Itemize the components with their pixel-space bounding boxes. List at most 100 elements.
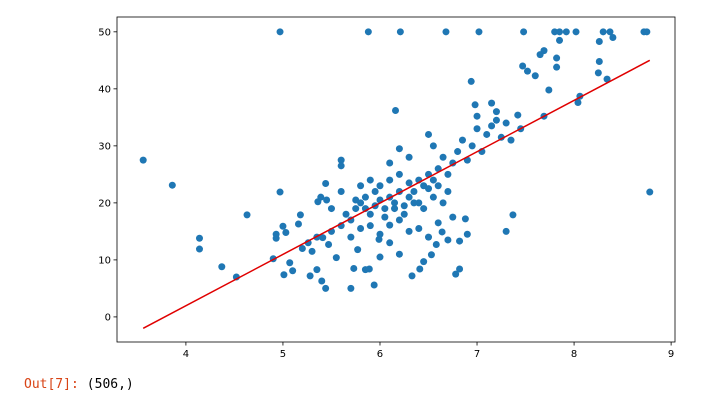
point (313, 266, 321, 274)
point (509, 211, 517, 219)
point (483, 130, 491, 138)
point (456, 265, 464, 273)
point (365, 265, 373, 273)
point (286, 259, 294, 267)
point (572, 28, 580, 36)
point (594, 69, 602, 77)
point (442, 28, 450, 36)
output-prompt: Out[7]: (24, 377, 79, 392)
point (276, 28, 284, 36)
point (449, 213, 457, 221)
point (168, 181, 176, 189)
point (371, 187, 379, 195)
point (520, 28, 528, 36)
point (502, 227, 510, 235)
point (553, 63, 561, 71)
point (395, 250, 403, 258)
point (595, 38, 603, 46)
point (294, 220, 302, 228)
point (381, 213, 389, 221)
point (444, 236, 452, 244)
point (488, 122, 496, 130)
point (425, 130, 433, 138)
point (386, 239, 394, 247)
point (405, 179, 413, 187)
y-tick-label: 20 (98, 198, 111, 209)
x-tick-label: 6 (377, 349, 383, 360)
point (396, 28, 404, 36)
point (434, 182, 442, 190)
point (139, 156, 147, 164)
point (429, 176, 437, 184)
point (296, 211, 304, 219)
point (327, 205, 335, 213)
point (322, 284, 330, 292)
point (323, 196, 331, 204)
point (400, 202, 408, 210)
point (432, 241, 440, 248)
point (317, 193, 325, 201)
point (357, 182, 365, 190)
point (427, 251, 435, 259)
point (475, 28, 483, 36)
point (306, 272, 314, 280)
point (553, 54, 561, 62)
point (438, 228, 446, 236)
chart: 4 5 6 7 8 9 0 10 20 30 40 50 (98, 16, 676, 360)
point (415, 225, 423, 233)
point (361, 193, 369, 201)
point (308, 247, 316, 255)
y-tick-label: 50 (98, 27, 111, 38)
point (304, 239, 312, 247)
point (420, 205, 428, 213)
point (218, 263, 226, 271)
point (322, 179, 330, 187)
point (391, 205, 399, 213)
point (507, 136, 515, 144)
point (458, 136, 466, 144)
point (386, 176, 394, 184)
point (556, 36, 564, 44)
point (606, 28, 614, 36)
point (280, 271, 288, 279)
point (429, 193, 437, 201)
point (405, 153, 413, 161)
point (562, 28, 570, 36)
y-tick-label: 40 (98, 84, 111, 95)
point (366, 210, 374, 218)
point (454, 148, 462, 156)
point (332, 254, 340, 262)
point (408, 272, 416, 280)
point (410, 187, 418, 195)
point (366, 222, 374, 230)
point (545, 86, 553, 94)
point (531, 72, 539, 80)
point (416, 265, 424, 273)
point (646, 188, 654, 196)
point (461, 215, 469, 223)
point (337, 162, 345, 170)
x-tick-label: 9 (668, 349, 674, 360)
point (370, 281, 378, 289)
point (444, 187, 452, 195)
point (376, 182, 384, 190)
point (298, 244, 306, 252)
point (444, 170, 452, 178)
point (439, 153, 447, 161)
point (289, 267, 297, 275)
point (319, 234, 327, 242)
point (386, 221, 394, 229)
point (357, 225, 365, 233)
point (471, 101, 479, 109)
point (279, 222, 287, 230)
point (415, 199, 423, 207)
point (195, 245, 203, 253)
point (643, 28, 651, 36)
point (392, 107, 400, 115)
x-tick-label: 5 (280, 349, 286, 360)
x-tick-label: 7 (474, 349, 480, 360)
output-text: (506,) (86, 377, 134, 392)
point (410, 199, 418, 207)
point (463, 230, 471, 238)
